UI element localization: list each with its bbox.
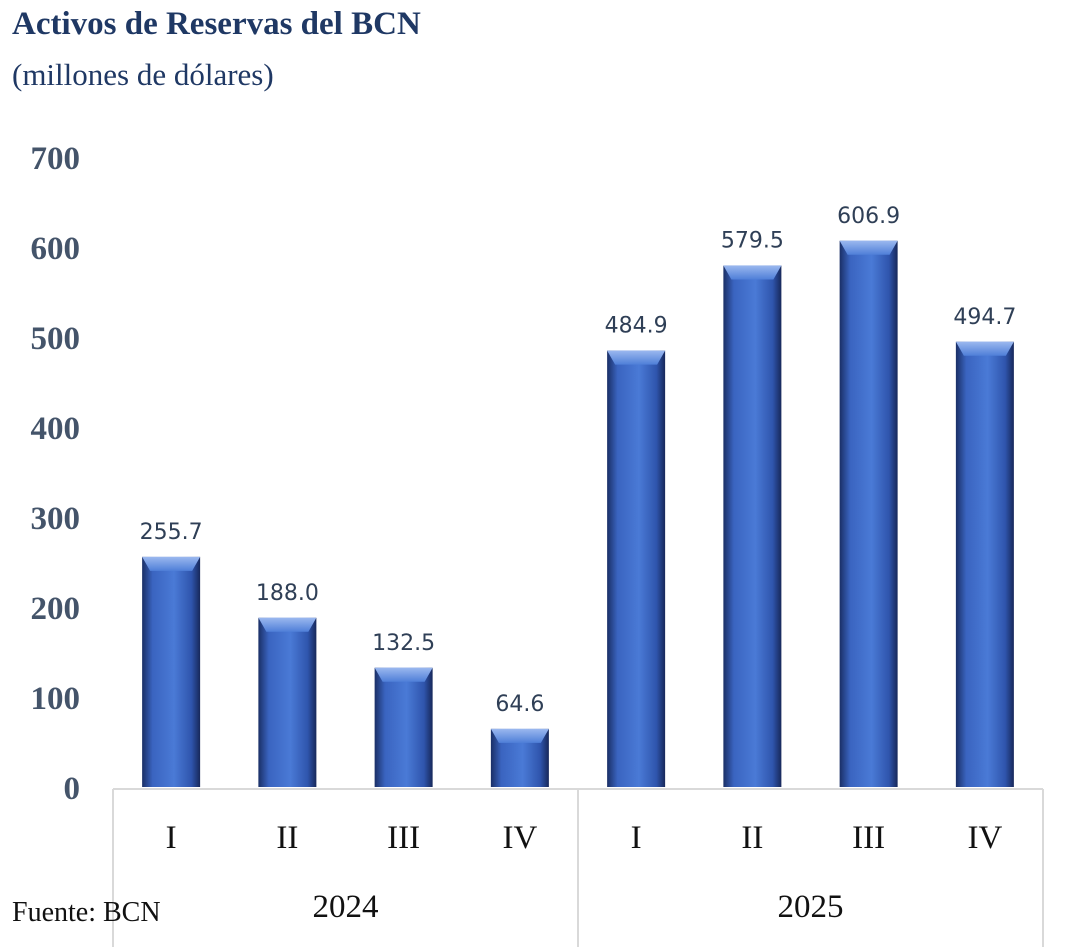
bar [142,556,201,787]
bar-cap [142,556,201,571]
bar [955,341,1014,787]
y-tick-label: 100 [31,681,81,717]
x-tick-label: II [276,820,298,856]
y-tick-label: 400 [31,411,81,447]
data-label: 494.7 [953,305,1016,330]
bar-cap [607,350,666,365]
bar-cap [490,728,549,743]
data-label: 132.5 [372,631,435,656]
bar-cap [723,265,782,280]
bar-cap [955,341,1014,356]
y-tick-label: 700 [31,141,81,177]
x-tick-label: I [166,820,177,856]
bar-cap [839,240,898,255]
x-tick-label: III [387,820,420,856]
data-label: 606.9 [837,204,900,229]
chart-subtitle: (millones de dólares) [12,57,274,92]
bar [839,240,898,788]
data-label: 188.0 [256,581,319,606]
x-tick-label: I [631,820,642,856]
x-tick-label: II [741,820,763,856]
bar [374,667,433,787]
y-tick-label: 600 [31,231,81,267]
y-tick-label: 200 [31,591,81,627]
x-tick-label: IV [502,820,537,856]
bar [258,617,317,787]
bar [723,265,782,787]
chart-title: Activos de Reservas del BCN [12,6,421,42]
bar-cap [374,667,433,682]
bar [607,350,666,787]
y-tick-label: 500 [31,321,81,357]
y-tick-label: 0 [64,771,81,807]
bar-cap [258,617,317,632]
source-note: Fuente: BCN [12,897,161,928]
x-tick-label: III [852,820,885,856]
group-label-2024: 2024 [313,889,379,925]
y-tick-label: 300 [31,501,81,537]
data-label: 484.9 [605,314,668,339]
data-label: 255.7 [140,520,203,545]
x-tick-label: IV [967,820,1002,856]
data-label: 579.5 [721,228,784,253]
group-label-2025: 2025 [778,889,844,925]
data-label: 64.6 [495,692,544,717]
